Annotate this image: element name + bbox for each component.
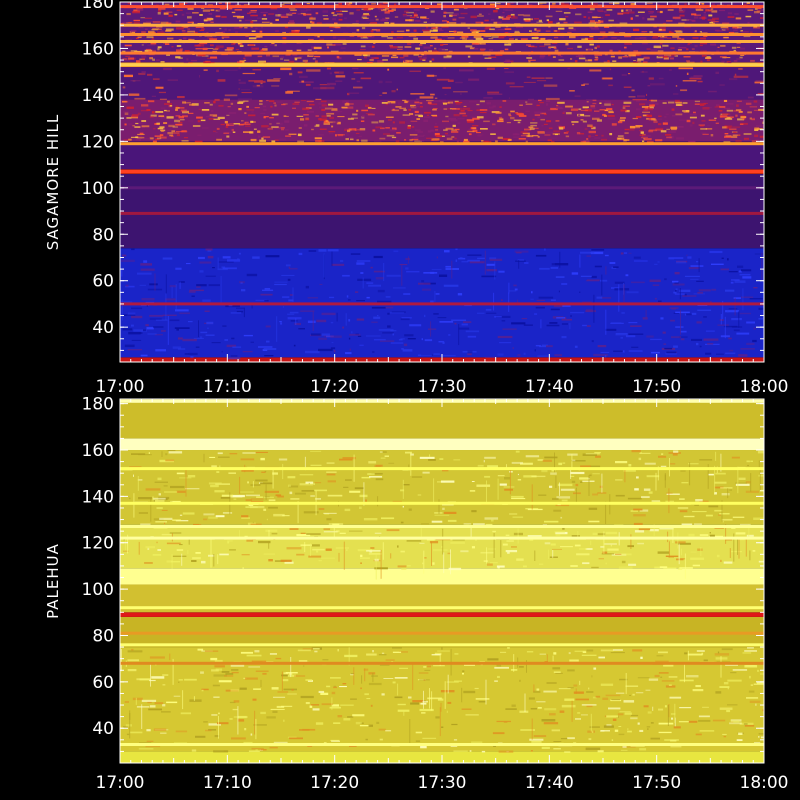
y-axis-label: PALEHUA (44, 543, 62, 619)
y-tick-label: 120 (82, 534, 114, 554)
y-axis: 40 60 80 100 120 140 160 180 (82, 0, 764, 363)
heatmap-line-5 (120, 536, 764, 540)
x-tick-label: 17:50 (632, 377, 681, 397)
x-tick-label: 17:20 (310, 773, 359, 793)
y-tick-label: 120 (82, 132, 114, 152)
heatmap-line-6 (120, 525, 764, 528)
heatmap-band-2 (120, 173, 764, 249)
y-tick-label: 40 (92, 318, 114, 338)
heatmap-area (120, 399, 764, 763)
y-tick-label: 60 (92, 673, 114, 693)
heatmap-line-2 (120, 186, 764, 190)
heatmap-line-3 (120, 631, 764, 635)
y-tick-label: 40 (92, 719, 114, 739)
x-tick-label: 17:30 (418, 377, 467, 397)
heatmap-line-1 (120, 211, 764, 215)
x-tick-label: 18:00 (740, 377, 789, 397)
heatmap-line-4 (120, 606, 764, 610)
y-tick-label: 140 (82, 487, 114, 507)
heatmap-line-8 (120, 33, 764, 36)
x-axis: 17:00 17:10 17:20 17:30 17:40 17:50 18:00 (96, 2, 789, 397)
heatmap-line-0 (120, 743, 764, 746)
y-axis: 40 60 80 100 120 140 160 180 (82, 395, 764, 764)
heatmap-texture-1 (120, 647, 764, 753)
x-tick-label: 17:00 (96, 773, 145, 793)
heatmap-texture-5 (122, 99, 764, 144)
y-tick-label: 80 (92, 225, 114, 245)
heatmap-texture-6 (122, 67, 764, 102)
heatmap-band-8 (120, 438, 764, 451)
heatmap-band-5 (120, 568, 764, 585)
heatmap-line-0 (120, 302, 764, 306)
heatmap-line-1 (120, 661, 764, 665)
heatmap-line-7 (120, 501, 764, 505)
y-tick-label: 100 (82, 580, 114, 600)
x-tick-label: 17:50 (632, 773, 681, 793)
y-tick-label: 160 (82, 441, 114, 461)
heatmap-band-5 (120, 99, 764, 142)
heatmap-line-8 (120, 467, 764, 471)
heatmap-line-9 (120, 23, 764, 27)
heatmap-line-4 (120, 142, 764, 146)
heatmap-band-7 (120, 450, 764, 525)
y-tick-label: 80 (92, 626, 114, 646)
y-tick-label: 60 (92, 272, 114, 292)
x-tick-label: 17:30 (418, 773, 467, 793)
x-tick-label: 17:00 (96, 377, 145, 397)
x-axis: 17:00 17:10 17:20 17:30 17:40 17:50 18:00 (96, 399, 789, 793)
heatmap-texture-1 (121, 248, 764, 360)
x-tick-label: 17:10 (203, 773, 252, 793)
x-tick-label: 17:10 (203, 377, 252, 397)
x-tick-label: 17:20 (310, 377, 359, 397)
y-tick-label: 140 (82, 86, 114, 106)
heatmap-area (120, 2, 764, 362)
x-tick-label: 18:00 (740, 773, 789, 793)
heatmap-line-2 (120, 643, 764, 647)
y-tick-label: 180 (82, 0, 114, 13)
y-tick-label: 160 (82, 39, 114, 59)
panel-palehua: 40 60 80 100 120 140 160 180 17:00 17:10 17:20 17:3… (44, 395, 789, 793)
heatmap-line-3 (120, 170, 764, 173)
panel-sagamore-hill: 40 60 80 100 120 140 160 180 17:00 17:10 17:20 17:3… (44, 0, 789, 397)
y-tick-label: 180 (82, 395, 114, 415)
y-tick-label: 100 (82, 179, 114, 199)
x-tick-label: 17:40 (525, 773, 574, 793)
heatmap-line-6 (120, 51, 764, 55)
heatmap-band-4 (120, 141, 764, 170)
x-tick-label: 17:40 (525, 377, 574, 397)
heatmap-band-3 (120, 612, 764, 617)
heatmap-line-5 (120, 63, 764, 67)
y-axis-label: SAGAMORE HILL (44, 114, 62, 251)
heatmap-line-7 (120, 40, 764, 43)
